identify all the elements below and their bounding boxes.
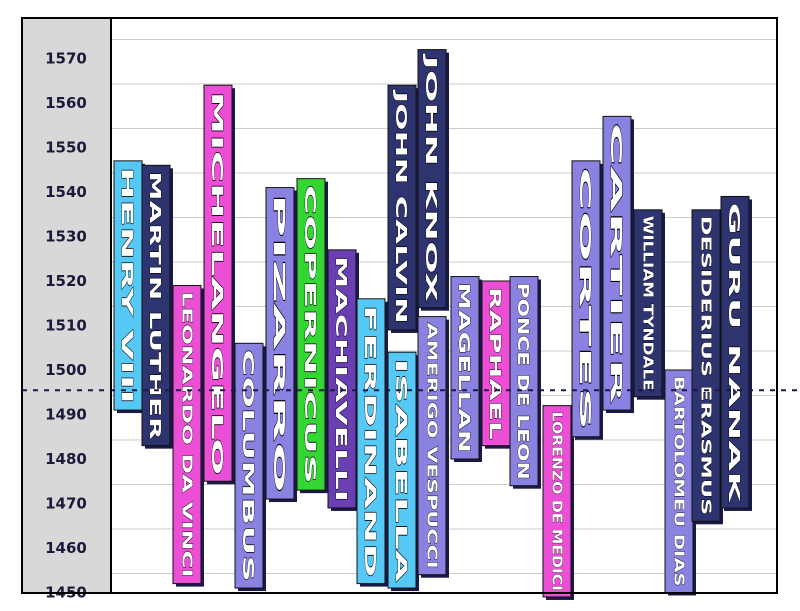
y-axis-ticks: 1450146014701480149015001510152015301540… (45, 50, 87, 602)
bar-pizarro (265, 187, 295, 500)
bar-raphael (481, 280, 511, 447)
y-tick-label: 1470 (45, 495, 87, 513)
bar-label: BARTOLOMEU DIAS (671, 376, 686, 587)
bar-label: CARTIER (607, 122, 625, 405)
y-tick-label: 1510 (45, 317, 87, 335)
bar-ponce-de-leon (509, 276, 539, 487)
bar-lorenzo-de-medici (542, 405, 572, 598)
bar-label: JOHN CALVIN (392, 89, 410, 324)
bar-label: WILLIAM TYNDALE (640, 216, 655, 391)
bar-label: PONCE DE LEON (514, 283, 532, 480)
y-tick-label: 1550 (45, 139, 87, 157)
y-tick-label: 1570 (45, 50, 87, 68)
bar-cartier (602, 115, 632, 411)
bar-ferdinand (356, 298, 386, 585)
bar-label: FERDINAND (361, 305, 379, 578)
bar-label: GURU NANAK (725, 202, 743, 505)
bar-label: HENRY VIII (118, 167, 136, 404)
axis-panel (22, 18, 111, 593)
bar-label: COLUMBUS (239, 349, 257, 582)
bar-copernicus (296, 178, 326, 491)
bar-bartolomeu-dias (664, 369, 694, 593)
bars: HENRY VIII MARTIN LUTHER LEONARDO DA VINCI… (113, 49, 752, 600)
bar-label: AMERIGO VESPUCCI (424, 323, 439, 569)
bar-leonardo-da-vinci (172, 284, 202, 585)
y-tick-label: 1560 (45, 94, 87, 112)
bar-desiderius-erasmus (691, 209, 721, 522)
bar-henry-viii (113, 160, 143, 411)
bar-william-tyndale (633, 209, 663, 398)
bar-john-calvin (387, 84, 417, 331)
y-tick-label: 1530 (45, 228, 87, 246)
bar-columbus (234, 342, 264, 589)
bar-machiavelli (327, 249, 357, 509)
y-tick-label: 1460 (45, 539, 87, 557)
bar-amerigo-vespucci (417, 316, 447, 576)
bar-label: LORENZO DE MEDICI (549, 412, 564, 591)
bar-isabella (387, 351, 417, 589)
bar-magellan (450, 276, 480, 460)
bar-label: MAGELLAN (455, 283, 473, 453)
y-tick-label: 1520 (45, 272, 87, 290)
bar-label: ISABELLA (392, 358, 410, 583)
bar-guru-nanak (720, 195, 750, 509)
bar-john-knox (417, 49, 447, 309)
y-tick-label: 1540 (45, 183, 87, 201)
bar-label: DESIDERIUS ERASMUS (698, 216, 713, 516)
bar-label: COPERNICUS (301, 185, 319, 485)
bar-label: JOHN KNOX (422, 53, 440, 303)
y-tick-label: 1490 (45, 406, 87, 424)
bar-label: LEONARDO DA VINCI (179, 291, 194, 577)
y-tick-label: 1500 (45, 361, 87, 379)
bar-martin-luther (141, 164, 171, 447)
bar-label: RAPHAEL (486, 287, 504, 441)
bar-label: MARTIN LUTHER (146, 171, 164, 440)
bar-michelangelo (203, 84, 233, 482)
bar-label: MICHELANGELO (208, 91, 226, 475)
y-tick-label: 1480 (45, 450, 87, 468)
bar-label: CORTES (576, 167, 594, 431)
bar-label: MACHIAVELLI (332, 256, 350, 502)
bar-label: PIZARRO (270, 194, 288, 494)
chart-frame (21, 17, 778, 594)
